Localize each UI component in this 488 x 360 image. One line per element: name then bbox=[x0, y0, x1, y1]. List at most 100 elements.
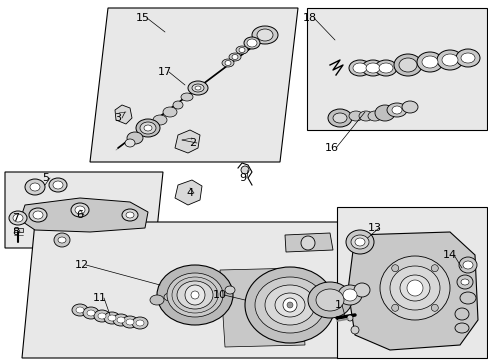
Ellipse shape bbox=[315, 289, 343, 311]
Ellipse shape bbox=[94, 310, 110, 322]
Ellipse shape bbox=[108, 315, 116, 321]
Ellipse shape bbox=[342, 289, 356, 301]
Ellipse shape bbox=[307, 282, 351, 318]
Ellipse shape bbox=[224, 60, 230, 66]
Ellipse shape bbox=[460, 53, 474, 63]
Polygon shape bbox=[20, 198, 148, 232]
Ellipse shape bbox=[236, 46, 247, 54]
Ellipse shape bbox=[122, 316, 138, 328]
Ellipse shape bbox=[53, 181, 63, 189]
Ellipse shape bbox=[337, 285, 361, 305]
Ellipse shape bbox=[346, 230, 373, 254]
Polygon shape bbox=[347, 232, 477, 350]
Ellipse shape bbox=[98, 313, 106, 319]
Ellipse shape bbox=[75, 206, 85, 214]
Text: 15: 15 bbox=[136, 13, 150, 23]
Ellipse shape bbox=[33, 211, 43, 219]
Ellipse shape bbox=[195, 86, 201, 90]
Ellipse shape bbox=[246, 39, 257, 47]
Polygon shape bbox=[175, 130, 200, 153]
Polygon shape bbox=[5, 172, 163, 248]
Text: 10: 10 bbox=[213, 290, 226, 300]
Ellipse shape bbox=[348, 111, 362, 121]
Polygon shape bbox=[115, 105, 132, 124]
Ellipse shape bbox=[163, 293, 176, 301]
Ellipse shape bbox=[454, 308, 468, 320]
Circle shape bbox=[241, 166, 248, 174]
Text: 6: 6 bbox=[76, 210, 83, 220]
Ellipse shape bbox=[352, 63, 366, 73]
Text: 16: 16 bbox=[325, 143, 338, 153]
Ellipse shape bbox=[239, 48, 244, 53]
Ellipse shape bbox=[58, 237, 66, 243]
Circle shape bbox=[286, 302, 292, 308]
Polygon shape bbox=[285, 233, 332, 252]
Polygon shape bbox=[220, 268, 305, 347]
Ellipse shape bbox=[436, 50, 462, 70]
Text: 7: 7 bbox=[12, 213, 20, 223]
Ellipse shape bbox=[348, 60, 370, 76]
Ellipse shape bbox=[83, 307, 99, 319]
Ellipse shape bbox=[104, 312, 120, 324]
Ellipse shape bbox=[386, 103, 406, 117]
Ellipse shape bbox=[254, 277, 325, 333]
Ellipse shape bbox=[126, 319, 134, 325]
Ellipse shape bbox=[257, 29, 272, 41]
Ellipse shape bbox=[379, 256, 449, 320]
Circle shape bbox=[391, 304, 398, 311]
Circle shape bbox=[301, 236, 314, 250]
Ellipse shape bbox=[9, 211, 27, 225]
Ellipse shape bbox=[173, 101, 183, 109]
Ellipse shape bbox=[30, 183, 40, 191]
Text: 2: 2 bbox=[189, 138, 196, 148]
Ellipse shape bbox=[187, 81, 207, 95]
Ellipse shape bbox=[49, 178, 67, 192]
Polygon shape bbox=[90, 8, 297, 162]
Text: 12: 12 bbox=[75, 260, 89, 270]
Ellipse shape bbox=[117, 317, 125, 323]
Ellipse shape bbox=[353, 283, 369, 297]
Ellipse shape bbox=[401, 101, 417, 113]
Circle shape bbox=[346, 315, 352, 321]
Ellipse shape bbox=[192, 84, 203, 92]
Ellipse shape bbox=[150, 295, 163, 305]
Text: 14: 14 bbox=[442, 250, 456, 260]
Ellipse shape bbox=[454, 323, 468, 333]
Ellipse shape bbox=[458, 257, 476, 273]
Ellipse shape bbox=[358, 111, 372, 121]
Ellipse shape bbox=[29, 208, 47, 222]
Bar bbox=[14, 228, 23, 232]
Ellipse shape bbox=[113, 314, 129, 326]
Ellipse shape bbox=[354, 238, 364, 246]
Circle shape bbox=[184, 285, 204, 305]
Text: 1: 1 bbox=[334, 300, 341, 310]
Circle shape bbox=[430, 304, 437, 311]
Circle shape bbox=[283, 298, 296, 312]
Text: 11: 11 bbox=[93, 293, 107, 303]
Ellipse shape bbox=[181, 93, 193, 101]
Ellipse shape bbox=[157, 265, 232, 325]
Circle shape bbox=[191, 291, 199, 299]
Text: 5: 5 bbox=[42, 173, 49, 183]
Ellipse shape bbox=[125, 139, 135, 147]
Ellipse shape bbox=[374, 60, 396, 76]
Ellipse shape bbox=[224, 286, 235, 294]
Ellipse shape bbox=[455, 49, 479, 67]
Ellipse shape bbox=[244, 267, 334, 343]
Ellipse shape bbox=[393, 54, 421, 76]
Ellipse shape bbox=[361, 60, 383, 76]
Text: 4: 4 bbox=[186, 188, 193, 198]
Text: 8: 8 bbox=[12, 227, 20, 237]
Text: 3: 3 bbox=[114, 113, 121, 123]
Ellipse shape bbox=[456, 275, 472, 289]
Ellipse shape bbox=[132, 317, 148, 329]
Ellipse shape bbox=[167, 273, 223, 317]
Circle shape bbox=[406, 280, 422, 296]
Ellipse shape bbox=[332, 113, 346, 123]
Polygon shape bbox=[306, 8, 486, 130]
Ellipse shape bbox=[399, 275, 429, 301]
Ellipse shape bbox=[416, 52, 442, 72]
Text: 13: 13 bbox=[367, 223, 381, 233]
Polygon shape bbox=[22, 222, 382, 358]
Ellipse shape bbox=[441, 54, 457, 66]
